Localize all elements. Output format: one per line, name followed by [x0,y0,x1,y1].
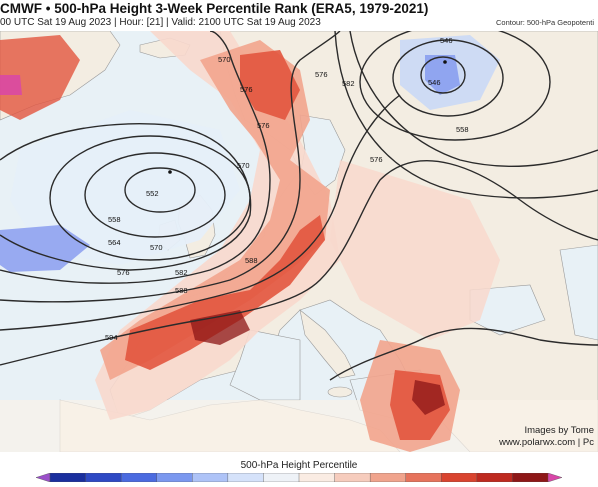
contour-labels: 552 558 564 570 576 582 588 594 570 570 … [105,36,469,342]
contour-note: Contour: 500-hPa Geopotenti [496,18,594,27]
low-center-marker [168,170,172,174]
shade-very-high-greenland [0,35,80,120]
colorbar-swatch [120,473,158,482]
colorbar-swatch [298,473,336,482]
shade-very-high-iberia [125,215,325,370]
label-570: 570 [150,243,163,252]
contour-564-east [349,31,598,167]
label-576-e: 576 [370,155,383,164]
credit-line-2: www.polarwx.com | Pc [499,437,594,448]
colorbar-panel: 500-hPa Height Percentile [0,452,598,487]
contour-546 [420,56,466,94]
colorbar-swatch [36,473,51,482]
colorbar-swatch [227,473,265,482]
label-576-d: 576 [315,70,328,79]
colorbar-label: 500-hPa Height Percentile [240,460,358,471]
label-564: 564 [108,238,121,247]
sicily [327,386,353,398]
label-546-b: 546 [428,78,441,87]
contour-552 [124,167,196,213]
colorbar-swatch [334,473,371,482]
colorbar-swatch [192,473,229,482]
contour-594-south [329,327,598,381]
colorbar-swatch [476,473,514,482]
shade-record-greece [412,380,445,415]
colorbar-swatch [441,473,478,482]
colorbar-swatch [263,473,300,482]
shade-very-low-barents [425,55,460,95]
italy [299,309,356,379]
label-570-b: 570 [237,161,250,170]
contour-582 [0,31,341,303]
colorbar-swatch [547,473,562,482]
shade-high-band [100,40,330,380]
shade-very-low-atlantic [0,225,90,272]
map-subtitle: 00 UTC Sat 19 Aug 2023 | Hour: [21] | Va… [0,17,321,28]
low-center-marker-barents [443,60,447,64]
colorbar-swatch [85,473,122,482]
label-570-c: 570 [218,55,231,64]
caspian-sea [559,244,598,341]
colorbar-swatch [49,473,87,482]
contour-588 [0,94,401,331]
credit-line-1: Images by Tome [524,425,594,436]
label-582-b: 582 [342,79,355,88]
colorbar-swatches [36,473,562,482]
label-576-b: 576 [240,85,253,94]
contour-558 [84,152,226,238]
contour-558-barents [359,31,551,141]
label-594: 594 [105,333,118,342]
label-558-b: 558 [456,125,469,134]
label-588: 588 [175,286,188,295]
label-588-b: 588 [245,256,258,265]
label-582: 582 [175,268,188,277]
contour-576 [0,31,271,284]
shade-record-max-greenland [0,75,22,95]
map-panel: 552 558 564 570 576 582 588 594 570 570 … [0,31,598,452]
colorbar-swatch [405,473,442,482]
map-canvas: 552 558 564 570 576 582 588 594 570 570 … [0,31,598,452]
contour-594 [0,160,598,366]
label-576: 576 [117,268,130,277]
colorbar-swatch [512,473,549,482]
contour-570-east [334,31,598,199]
label-552: 552 [146,189,159,198]
colorbar-swatch [156,473,193,482]
contour-570 [0,123,252,271]
map-title: CMWF • 500-hPa Height 3-Week Percentile … [0,1,429,16]
contour-552-barents [392,39,504,117]
colorbar [36,473,562,482]
label-558: 558 [108,215,121,224]
shade-very-high-norway [240,50,300,120]
label-576-c: 576 [257,121,270,130]
colorbar-swatch [369,473,407,482]
label-546: 546 [440,36,453,45]
height-contours [0,31,598,381]
shade-slightly-high-east [330,160,500,340]
percentile-shading [0,31,598,452]
header: CMWF • 500-hPa Height 3-Week Percentile … [0,0,598,31]
